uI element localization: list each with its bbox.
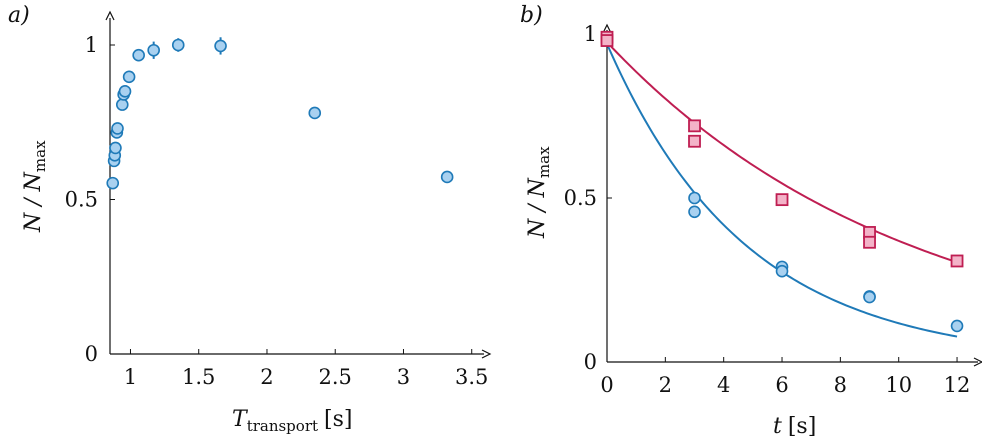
panel-b-circle-point	[775, 264, 789, 278]
panel-b-x-tick-label: 4	[717, 373, 730, 397]
panel-b-circle-point	[950, 319, 964, 333]
panel-b-x-label: t [s]	[773, 414, 816, 439]
panel-b-y-tick-label: 1	[584, 22, 597, 46]
panel-b-x-tick-label: 12	[944, 373, 971, 397]
panel-a-point	[118, 85, 132, 98]
panel-b-circle-point	[688, 191, 701, 205]
panel-a-x-tick-label: 3.5	[455, 365, 488, 389]
panel-a-y-tick-label: 1	[85, 33, 98, 57]
panel-a-y-label-main: N / N	[21, 171, 46, 233]
panel-a-point	[171, 38, 185, 52]
panel-a-point	[111, 122, 124, 135]
panel-b-y-tick-label: 0.5	[564, 186, 597, 210]
panel-a-label: a)	[8, 3, 30, 28]
panel-a-point	[440, 170, 454, 184]
panel-a-points	[106, 37, 454, 190]
panel-b-x-tick-label: 8	[834, 373, 847, 397]
panel-b-x-tick-label: 2	[659, 373, 672, 397]
panel-a-point	[308, 106, 322, 120]
panel-a-x-tick-label: 2.5	[319, 365, 352, 389]
panel-a-x-tick-label: 1	[124, 365, 137, 389]
panel-b-square-point	[950, 254, 964, 268]
panel-b-square-point	[688, 134, 701, 148]
panel-a-x-label-sub: transport	[247, 417, 318, 435]
panel-b-points	[600, 30, 964, 333]
panel-b-y-label-sub: max	[535, 146, 553, 178]
panel-b-square-point	[863, 235, 876, 249]
panel-a-point	[106, 176, 120, 190]
panel-a-point	[132, 48, 145, 62]
panel-b-y-label-main: N / N	[525, 177, 550, 239]
panel-b-circle-point	[688, 205, 701, 219]
panel-a-x-arrow	[481, 349, 492, 359]
panel-a-y-tick-label: 0.5	[65, 188, 98, 212]
panel-b-x-tick-label: 10	[885, 373, 912, 397]
panel-b-fit-curve-square	[606, 41, 958, 264]
panel-a-point	[214, 39, 227, 53]
panel-b-circle-point	[863, 290, 876, 304]
panel-b-label: b)	[520, 3, 543, 28]
panel-b-x-tick-label: 0	[600, 373, 613, 397]
panel-b-x-label-unit: [s]	[788, 414, 816, 439]
panel-b-x-label-main: t	[773, 414, 782, 439]
panel-a-point	[147, 43, 160, 57]
panel-a-y-label: N / Nmax	[21, 140, 49, 233]
panel-b-x-tick-label: 6	[775, 373, 788, 397]
panel-b-square-point	[688, 119, 701, 133]
panel-b-ticks: 0 2 4 6 8 10 12 0 0.5 1	[564, 22, 971, 397]
panel-a-y-tick-label: 0	[85, 342, 98, 366]
panel-b-square-point	[600, 34, 614, 47]
panel-a-y-arrow	[105, 10, 115, 21]
panel-b-y-tick-label: 0	[584, 350, 597, 374]
panel-a-x-tick-label: 1.5	[182, 365, 215, 389]
panel-a-point	[122, 70, 136, 84]
panel-a-y-label-sub: max	[31, 140, 49, 172]
panel-a-x-label-unit: [s]	[324, 407, 352, 432]
panel-a-x-tick-label: 2	[260, 365, 273, 389]
panel-a-x-label-main: T	[232, 407, 249, 432]
panel-a-x-label: Ttransport [s]	[232, 407, 353, 435]
panel-b-square-point	[775, 193, 789, 207]
panel-b-y-arrow	[602, 23, 612, 34]
panel-b-y-label: N / Nmax	[525, 146, 553, 239]
panel-b-fit-curve-circle	[606, 43, 958, 338]
panel-b: b) 0 2 4 6 8 10 12 0 0.5 1 t [s] N / Nmax	[520, 3, 982, 439]
panel-b-x-arrow	[973, 357, 982, 367]
panel-a-point	[115, 98, 129, 111]
panel-a-x-tick-label: 3	[397, 365, 410, 389]
panel-a: a) 1 1.5 2 2.5 3 3.5 0 0.5 1 Ttransport [s] N / N…	[8, 3, 492, 435]
panel-a-ticks: 1 1.5 2 2.5 3 3.5 0 0.5 1	[65, 33, 489, 389]
panel-a-point	[109, 141, 122, 155]
panel-b-fits	[606, 41, 958, 338]
